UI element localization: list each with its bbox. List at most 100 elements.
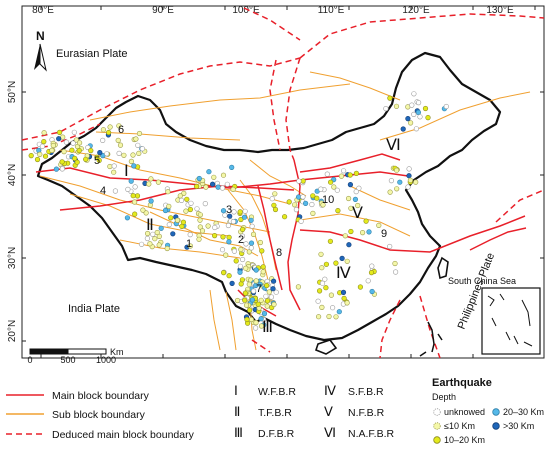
- scale-bar: [29, 348, 107, 355]
- legend-dot-gt30: [492, 422, 500, 430]
- earthquake-point: [260, 264, 266, 270]
- earthquake-point: [223, 252, 229, 258]
- earthquake-point: [324, 171, 330, 177]
- earthquake-point: [237, 263, 243, 269]
- earthquake-point: [413, 126, 420, 132]
- earthquake-point: [318, 251, 324, 257]
- earthquake-point: [298, 218, 304, 224]
- earthquake-point: [121, 152, 127, 158]
- earthquake-point: [105, 129, 112, 136]
- earthquake-point: [293, 207, 300, 213]
- earthquake-point: [360, 230, 366, 236]
- earthquake-point: [303, 200, 309, 206]
- earthquake-points: [28, 91, 449, 331]
- earthquake-point: [387, 95, 393, 101]
- fault-number-10: 10: [322, 194, 334, 206]
- legend-dot-20-30: [492, 408, 500, 416]
- earthquake-point: [205, 223, 211, 229]
- earthquake-point: [152, 236, 158, 242]
- earthquake-point: [363, 218, 369, 224]
- earthquake-point: [342, 233, 348, 239]
- earthquake-point: [237, 269, 243, 275]
- earthquake-point: [405, 184, 411, 190]
- earthquake-point: [366, 229, 372, 235]
- earthquake-point: [88, 148, 94, 154]
- fault-number-3: 3: [226, 204, 232, 216]
- earthquake-point: [59, 159, 65, 165]
- fault-number-7: 7: [256, 283, 262, 295]
- earthquake-point: [327, 238, 334, 244]
- earthquake-point: [406, 173, 412, 179]
- south-china-sea-label: South China Sea: [448, 276, 516, 286]
- india-plate-label: India Plate: [68, 303, 120, 315]
- earthquake-point: [194, 206, 200, 212]
- earthquake-point: [258, 316, 264, 322]
- earthquake-point: [253, 267, 259, 273]
- earthquake-point: [164, 245, 170, 252]
- fault-number-2: 2: [238, 234, 244, 246]
- earthquake-point: [408, 120, 414, 126]
- earthquake-point: [328, 292, 335, 298]
- earthquake-point: [145, 230, 151, 237]
- lon-label-90: 90°E: [152, 5, 174, 16]
- earthquake-point: [253, 320, 259, 326]
- earthquake-point: [219, 247, 226, 253]
- earthquake-point: [323, 285, 329, 291]
- earthquake-point: [231, 209, 237, 215]
- earthquake-point: [41, 130, 47, 136]
- earthquake-point: [270, 286, 276, 292]
- earthquake-point: [178, 197, 185, 203]
- earthquake-point: [243, 241, 249, 247]
- earthquake-point: [128, 158, 134, 164]
- earthquake-point: [76, 148, 82, 154]
- earthquake-point: [309, 201, 315, 208]
- earthquake-point: [326, 313, 332, 320]
- earthquake-point: [320, 202, 326, 208]
- lat-label-50: 50°N: [7, 81, 18, 103]
- earthquake-point: [56, 136, 62, 142]
- earthquake-point: [258, 297, 264, 303]
- earthquake-point: [136, 130, 143, 137]
- earthquake-point: [130, 152, 136, 158]
- fault-number-8: 8: [276, 247, 282, 259]
- earthquake-point: [37, 151, 43, 157]
- legend-block-5-name: N.F.B.R: [348, 407, 385, 419]
- earthquake-point: [271, 301, 277, 308]
- legend-depth-subtitle: Depth: [432, 392, 456, 402]
- earthquake-point: [387, 243, 393, 250]
- earthquake-point: [234, 297, 241, 304]
- block-numeral-3: Ⅲ: [262, 319, 273, 336]
- taiwan-island: [437, 256, 449, 280]
- earthquake-point: [170, 231, 176, 237]
- earthquake-point: [125, 186, 131, 192]
- legend-earthquake-title: Earthquake: [432, 377, 492, 389]
- fault-number-9: 9: [381, 228, 387, 240]
- earthquake-point: [339, 255, 345, 262]
- earthquake-point: [383, 105, 389, 112]
- earthquake-point: [139, 146, 145, 152]
- earthquake-point: [233, 258, 239, 264]
- earthquake-point: [335, 208, 341, 214]
- earthquake-point: [376, 222, 382, 228]
- earthquake-point: [197, 212, 203, 218]
- earthquake-point: [168, 215, 174, 221]
- earthquake-point: [241, 214, 248, 220]
- earthquake-point: [111, 163, 117, 169]
- earthquake-point: [246, 281, 252, 287]
- legend-label-gt30: >30 Km: [503, 421, 534, 431]
- earthquake-point: [272, 206, 279, 213]
- earthquake-point: [268, 294, 275, 300]
- earthquake-point: [310, 193, 316, 199]
- earthquake-point: [184, 196, 190, 202]
- earthquake-point: [226, 273, 232, 279]
- earthquake-point: [212, 224, 218, 231]
- earthquake-point: [72, 155, 78, 161]
- earthquake-point: [147, 241, 153, 247]
- earthquake-point: [179, 223, 185, 229]
- earthquake-point: [258, 323, 265, 329]
- earthquake-point: [203, 184, 209, 190]
- earthquake-point: [130, 193, 136, 199]
- scale-label-500: 500: [60, 355, 75, 365]
- earthquake-point: [85, 144, 91, 151]
- earthquake-point: [244, 316, 250, 323]
